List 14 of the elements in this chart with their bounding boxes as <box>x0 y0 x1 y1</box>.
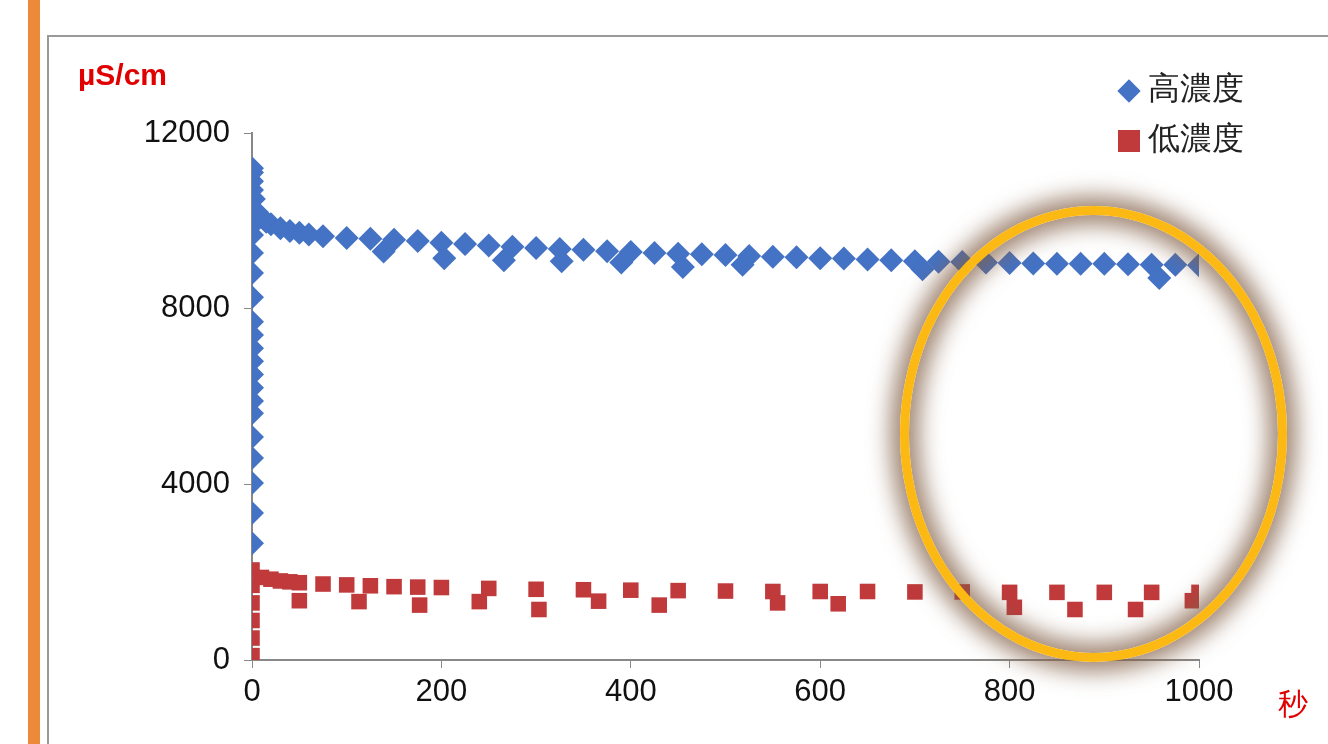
y-tick-label: 8000 <box>161 289 230 325</box>
legend-label: 低濃度 <box>1148 120 1244 156</box>
y-tick-label: 4000 <box>161 464 230 500</box>
x-tick-label: 200 <box>415 673 468 709</box>
x-tick-label: 800 <box>983 673 1036 709</box>
x-tick-label: 0 <box>243 673 261 709</box>
x-axis-title: 秒 <box>1278 686 1308 722</box>
y-tick-label: 12000 <box>143 113 230 149</box>
x-tick-label: 600 <box>794 673 847 709</box>
x-tick-label: 400 <box>604 673 657 709</box>
y-axis-title: µS/cm <box>78 58 167 92</box>
y-tick-label: 0 <box>212 640 230 676</box>
x-tick-label: 1000 <box>1164 673 1234 709</box>
legend-label: 高濃度 <box>1148 70 1244 106</box>
